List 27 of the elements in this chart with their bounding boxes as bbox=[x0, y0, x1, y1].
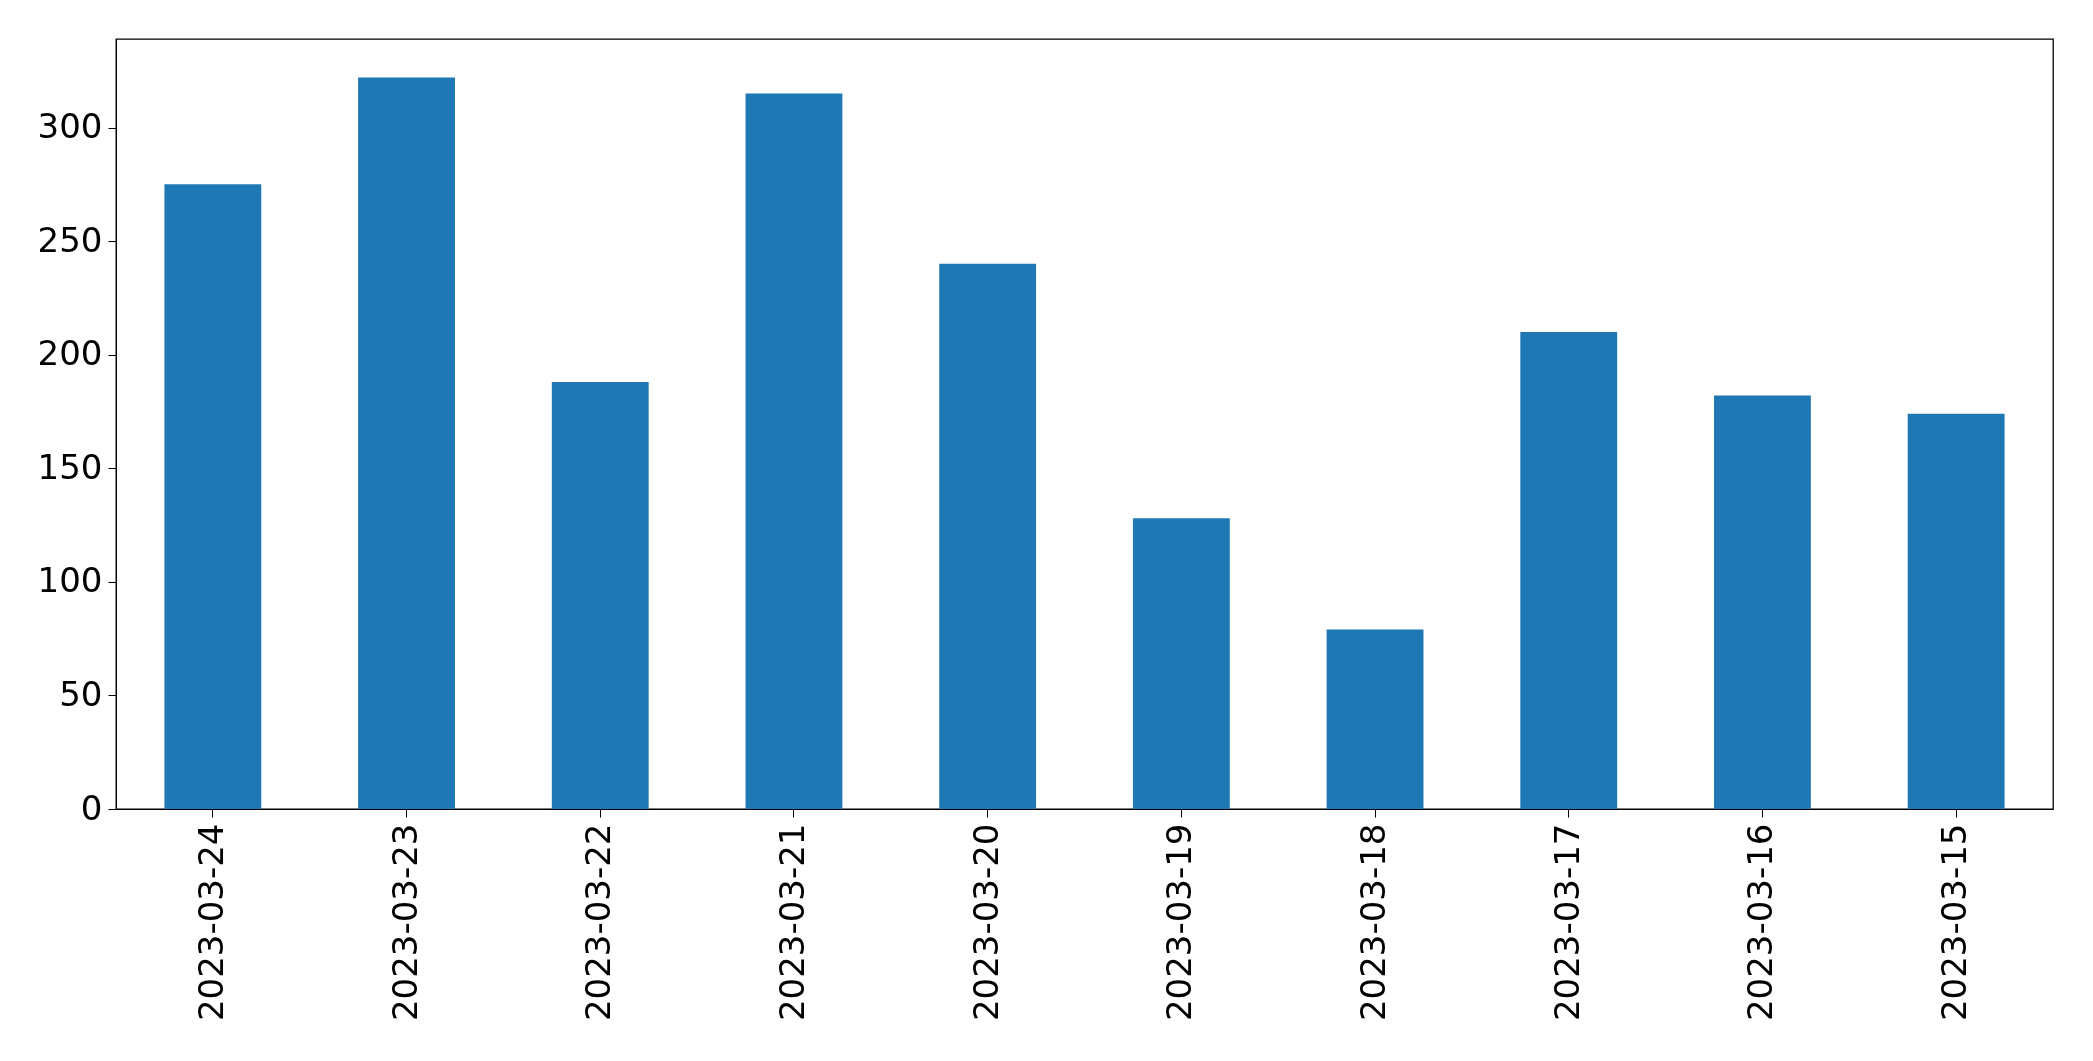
x-tick-label: 2023-03-22 bbox=[578, 823, 619, 1022]
x-tick-label: 2023-03-18 bbox=[1353, 823, 1394, 1022]
x-tick-label: 2023-03-21 bbox=[771, 823, 812, 1022]
bar bbox=[1132, 518, 1230, 809]
bar bbox=[1326, 629, 1424, 809]
y-tick-label: 150 bbox=[37, 446, 103, 487]
bar bbox=[939, 263, 1037, 809]
y-tick-label: 100 bbox=[37, 560, 103, 601]
bar bbox=[164, 184, 262, 809]
y-tick-label: 300 bbox=[37, 106, 103, 147]
bar bbox=[1907, 413, 2005, 809]
x-tick-label: 2023-03-19 bbox=[1159, 823, 1200, 1022]
bar bbox=[551, 381, 649, 809]
bar bbox=[1714, 395, 1811, 809]
x-tick-label: 2023-03-23 bbox=[384, 823, 425, 1022]
bar bbox=[745, 93, 843, 809]
y-tick-label: 250 bbox=[37, 219, 103, 260]
x-tick-label: 2023-03-17 bbox=[1546, 823, 1587, 1022]
bar bbox=[358, 77, 455, 809]
bar bbox=[1520, 332, 1618, 809]
x-tick-label: 2023-03-24 bbox=[190, 823, 231, 1022]
x-tick-label: 2023-03-16 bbox=[1740, 823, 1781, 1022]
x-tick-label: 2023-03-20 bbox=[965, 823, 1006, 1022]
y-tick-label: 200 bbox=[37, 333, 103, 374]
y-tick-label: 0 bbox=[80, 787, 103, 828]
y-tick-label: 50 bbox=[59, 673, 103, 714]
x-tick-label: 2023-03-15 bbox=[1934, 823, 1975, 1022]
